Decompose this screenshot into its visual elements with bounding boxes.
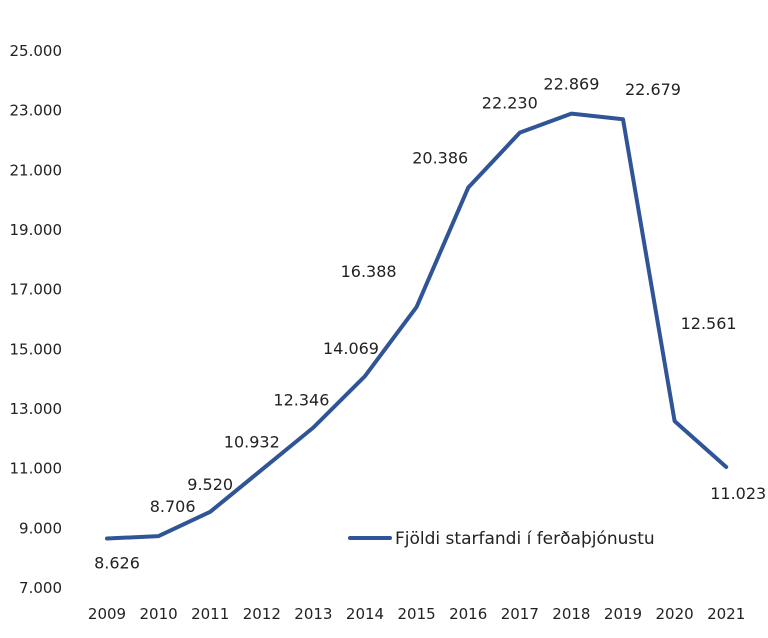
x-axis: 2009 2010 2011 2012 2013 2014 2015 2016 2017 2018…: [88, 605, 745, 623]
y-tick-label: 25.000: [10, 42, 63, 60]
data-label: 22.230: [482, 94, 538, 113]
x-tick-label: 2014: [346, 605, 384, 623]
data-label: 9.520: [187, 475, 233, 494]
series-group: [105, 111, 729, 541]
data-label: 12.346: [273, 391, 329, 410]
data-label: 22.869: [543, 75, 599, 94]
y-tick-label: 13.000: [10, 400, 63, 418]
x-tick-label: 2013: [294, 605, 332, 623]
x-tick-label: 2015: [398, 605, 436, 623]
legend-label: Fjöldi starfandi í ferðaþjónustu: [395, 529, 655, 549]
x-tick-label: 2018: [552, 605, 590, 623]
data-label: 8.706: [150, 497, 196, 516]
y-tick-label: 15.000: [10, 340, 63, 358]
x-tick-label: 2011: [191, 605, 229, 623]
data-label: 14.069: [323, 339, 379, 358]
y-tick-label: 17.000: [10, 281, 63, 299]
legend: Fjöldi starfandi í ferðaþjónustu: [348, 529, 655, 549]
x-tick-label: 2020: [656, 605, 694, 623]
data-label: 20.386: [412, 149, 468, 168]
x-tick-label: 2019: [604, 605, 642, 623]
x-tick-label: 2016: [449, 605, 487, 623]
data-label: 22.679: [625, 80, 681, 99]
y-tick-label: 9.000: [19, 519, 62, 537]
data-label: 16.388: [341, 262, 397, 281]
x-tick-label: 2009: [88, 605, 126, 623]
x-tick-label: 2010: [140, 605, 178, 623]
data-labels: 8.626 8.706 9.520 10.932 12.346 14.069 16.388 2…: [94, 75, 766, 573]
y-tick-label: 11.000: [10, 460, 63, 478]
y-tick-label: 19.000: [10, 221, 63, 239]
series-line: [105, 111, 729, 541]
y-axis: 7.000 9.000 11.000 13.000 15.000 17.000 19.000…: [10, 42, 63, 597]
y-tick-label: 23.000: [10, 102, 63, 120]
data-label: 11.023: [710, 484, 766, 503]
x-tick-label: 2021: [707, 605, 745, 623]
y-tick-label: 7.000: [19, 579, 62, 597]
data-label: 8.626: [94, 553, 140, 572]
y-tick-label: 21.000: [10, 161, 63, 179]
x-tick-label: 2017: [501, 605, 539, 623]
x-tick-label: 2012: [243, 605, 281, 623]
data-label: 12.561: [681, 314, 737, 333]
data-label: 10.932: [224, 433, 280, 452]
